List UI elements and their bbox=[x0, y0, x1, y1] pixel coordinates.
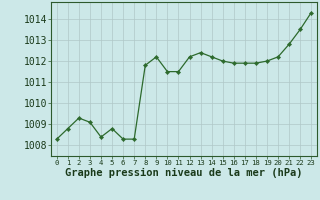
X-axis label: Graphe pression niveau de la mer (hPa): Graphe pression niveau de la mer (hPa) bbox=[65, 168, 303, 178]
